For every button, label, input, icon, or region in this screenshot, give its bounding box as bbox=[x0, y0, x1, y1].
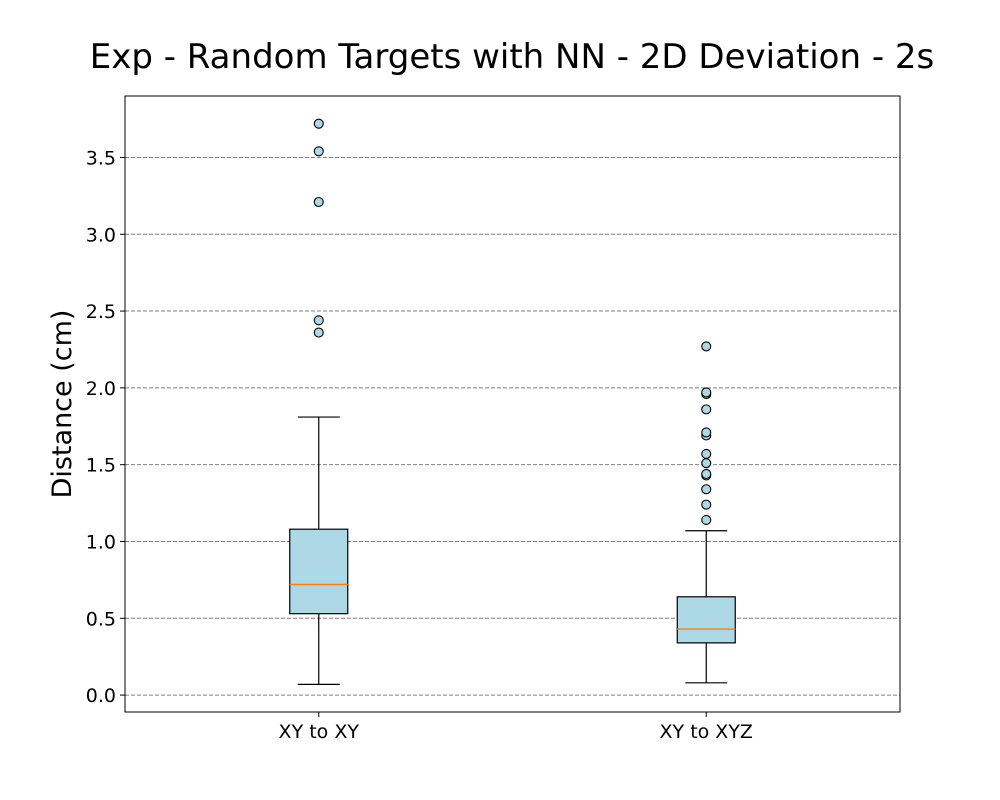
x-tick-label: XY to XY bbox=[279, 721, 360, 743]
box-group bbox=[676, 341, 736, 684]
outlier-point bbox=[701, 514, 712, 526]
outlier-point bbox=[313, 327, 324, 338]
outlier-point bbox=[313, 118, 324, 129]
outlier-point bbox=[313, 315, 324, 326]
y-tick-label: 1.0 bbox=[86, 531, 116, 553]
y-tick-label: 3.5 bbox=[86, 147, 116, 169]
chart-title: Exp - Random Targets with NN - 2D Deviat… bbox=[90, 37, 935, 77]
outlier-point bbox=[701, 427, 712, 438]
grid-lines bbox=[125, 156, 900, 696]
iqr-box bbox=[289, 528, 349, 615]
iqr-box bbox=[676, 596, 736, 644]
outlier-point bbox=[701, 499, 712, 510]
outlier-point bbox=[701, 387, 712, 398]
outlier-point bbox=[313, 146, 324, 157]
y-axis-label: Distance (cm) bbox=[47, 310, 78, 499]
y-tick-label: 1.5 bbox=[86, 455, 116, 477]
y-axis-ticks: 0.0 0.5 1.0 1.5 2.0 2.5 3.0 3.5 bbox=[86, 147, 125, 707]
y-tick-label: 2.5 bbox=[86, 301, 116, 323]
y-tick-label: 0.5 bbox=[86, 608, 116, 630]
outlier-point bbox=[701, 341, 712, 352]
outlier-point bbox=[701, 404, 712, 415]
outlier-point bbox=[701, 448, 712, 459]
outlier-point bbox=[701, 468, 712, 479]
outlier-point bbox=[701, 458, 712, 469]
plot-area-frame bbox=[124, 95, 901, 713]
box-group bbox=[289, 118, 349, 685]
x-tick-label: XY to XYZ bbox=[660, 721, 753, 743]
y-tick-label: 2.0 bbox=[86, 378, 116, 400]
y-tick-label: 0.0 bbox=[86, 685, 116, 707]
outlier-point bbox=[701, 484, 712, 495]
box-series bbox=[289, 118, 736, 685]
y-tick-label: 3.0 bbox=[86, 224, 116, 246]
outlier-point bbox=[313, 196, 324, 208]
x-axis-ticks: XY to XY XY to XYZ bbox=[279, 712, 753, 743]
